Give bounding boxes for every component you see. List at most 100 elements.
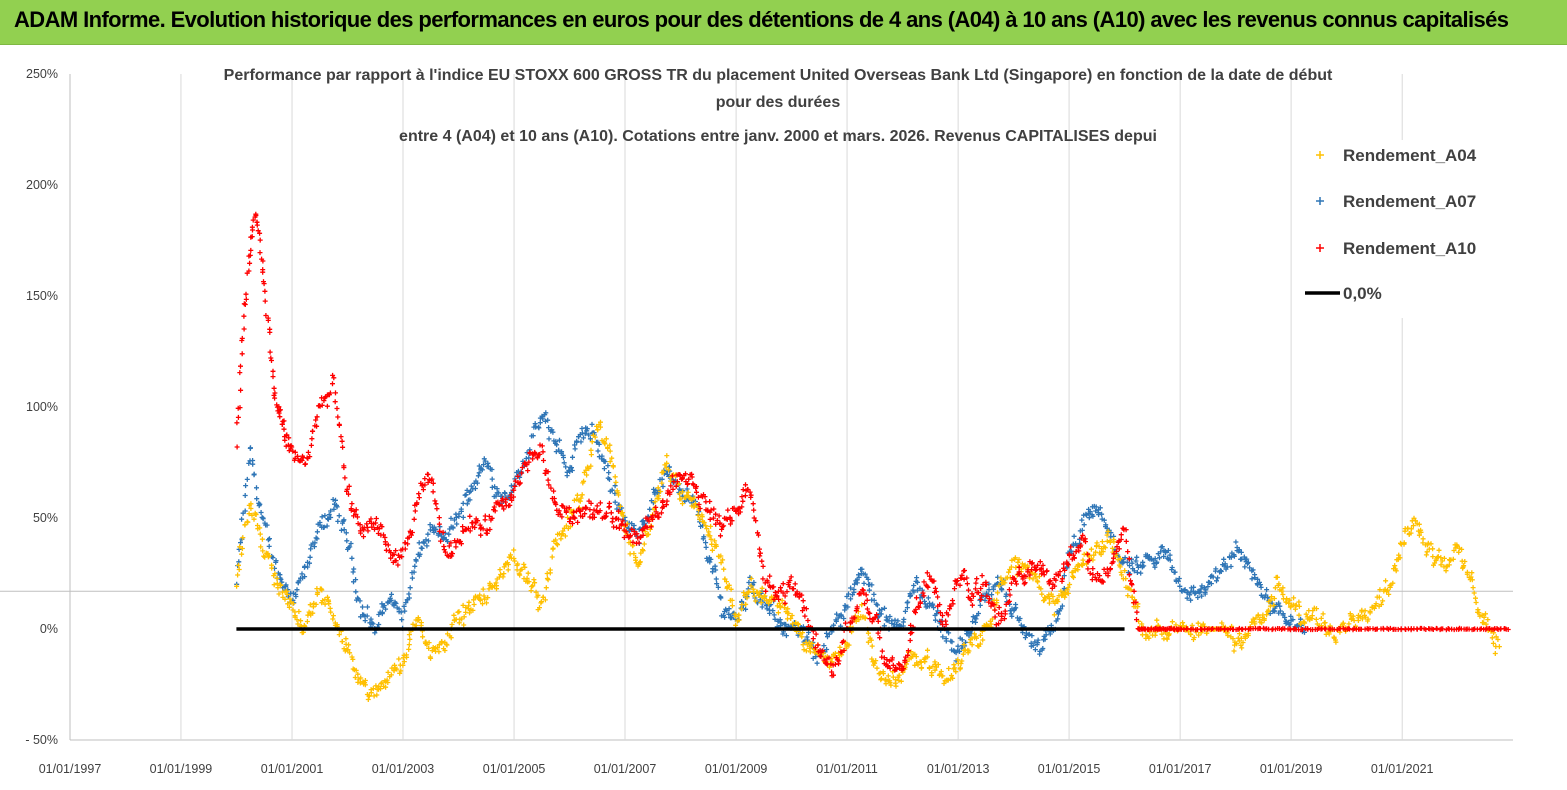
data-point [915,579,920,585]
data-point [1123,576,1129,582]
data-point [259,536,265,542]
data-point [980,637,986,643]
data-point [1103,522,1109,528]
data-point [874,612,880,618]
x-tick-label: 01/01/2001 [261,762,324,776]
data-point [1386,591,1392,597]
data-point [239,351,245,357]
data-point [407,585,413,591]
data-point [385,542,391,548]
data-point [307,602,313,608]
data-point [837,644,843,650]
data-point [326,601,332,607]
data-point [546,482,552,488]
data-point [740,487,746,493]
data-point [689,471,695,477]
data-point [708,523,714,529]
data-point [824,630,829,636]
data-point [348,507,354,513]
data-point [1267,603,1273,609]
data-point [1390,580,1396,586]
data-point [269,565,275,571]
data-point [940,613,945,618]
data-point [634,531,640,537]
data-point [1443,564,1449,570]
data-point [842,607,848,613]
legend-box [1300,140,1505,318]
data-point [652,513,658,519]
data-point [1261,616,1267,622]
data-point [865,576,871,582]
y-tick-label: 100% [26,400,58,414]
data-point [477,597,483,603]
data-point [1430,627,1436,632]
data-point [566,505,572,511]
data-point [1381,626,1387,632]
data-point [598,419,603,425]
data-point [1203,587,1209,593]
data-point [251,471,257,477]
data-point [713,576,719,582]
data-point [1438,562,1444,568]
data-point [292,449,298,455]
data-point [411,569,417,575]
data-point [381,532,386,538]
data-point [1286,600,1292,606]
data-point [556,508,562,514]
data-point [1006,569,1012,575]
data-point [275,585,281,591]
data-point [1252,621,1258,627]
data-point [343,530,349,536]
data-point [1118,537,1124,542]
data-point [656,514,662,520]
data-point [448,540,454,546]
data-point [616,525,622,531]
data-point [810,636,816,642]
data-point [1367,610,1373,616]
data-point [1046,600,1052,606]
data-point [500,574,506,580]
data-point [537,451,543,457]
data-point [480,601,485,607]
data-point [707,559,713,565]
data-point [247,260,253,266]
data-point [1210,574,1216,580]
data-point [677,491,682,497]
data-point [1218,569,1224,574]
data-point [859,602,865,608]
data-point [804,634,810,640]
data-point [684,486,690,492]
data-point [813,631,819,637]
data-point [979,573,985,579]
data-point [725,507,731,513]
data-point [943,618,949,624]
data-point [746,580,752,585]
data-point [1002,616,1007,622]
data-point [1205,584,1211,590]
data-point [655,485,661,491]
data-point [463,492,469,498]
data-point [772,616,778,622]
data-point [925,654,930,660]
data-point [1129,581,1134,587]
x-tick-label: 01/01/2015 [1038,762,1101,776]
data-point [692,501,698,507]
data-point [733,614,739,620]
data-point [315,590,321,596]
data-point [539,443,545,449]
data-point [496,490,502,496]
data-point [660,469,666,475]
data-point [579,492,585,498]
data-point [365,604,370,610]
data-point [388,672,394,678]
data-point [616,516,621,522]
data-point [241,313,247,319]
data-point [401,603,407,609]
data-point [505,567,511,573]
data-point [721,523,727,529]
data-point [1439,558,1445,564]
data-point [410,621,416,627]
data-point [546,436,552,442]
data-point [242,302,248,307]
data-point [783,633,789,639]
